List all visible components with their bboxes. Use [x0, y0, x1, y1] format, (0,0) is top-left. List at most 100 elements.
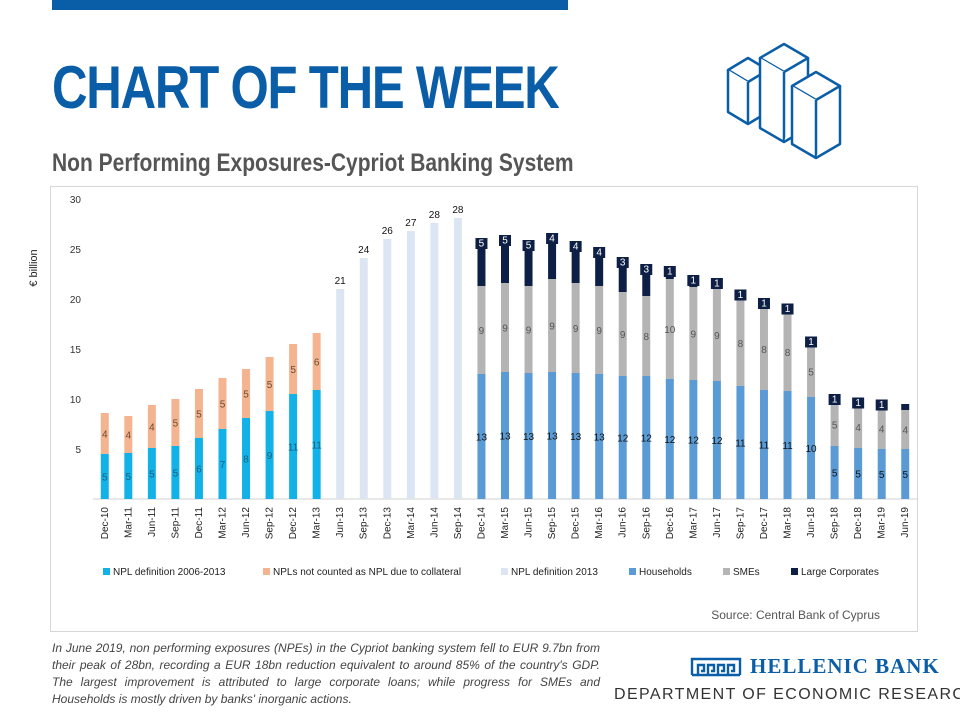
- legend-label: Households: [639, 567, 692, 578]
- data-label: 11: [759, 441, 770, 452]
- data-label: 5: [196, 410, 202, 421]
- bar-segment: [100, 413, 109, 454]
- bar-segment: [665, 279, 674, 379]
- y-tick-label: 10: [70, 395, 82, 406]
- data-label: 8: [785, 348, 791, 359]
- bar-segment: [477, 286, 486, 374]
- x-tick-label: Mar-13: [312, 507, 323, 539]
- data-label-box: [687, 275, 700, 286]
- bar-segment: [689, 287, 698, 380]
- bar-segment: [571, 373, 580, 499]
- bar-segment: [501, 372, 509, 499]
- y-tick-label: 25: [70, 245, 82, 256]
- x-tick-label: Jun-16: [618, 507, 629, 538]
- data-label: 4: [879, 425, 885, 436]
- x-tick-label: Dec-13: [382, 507, 393, 540]
- data-label: 1: [738, 290, 744, 301]
- data-label: 1: [714, 279, 720, 290]
- bar-segment: [571, 241, 580, 283]
- bar-segment: [807, 346, 816, 397]
- x-tick-label: Mar-12: [217, 507, 228, 539]
- x-tick-label: Sep-15: [547, 507, 558, 540]
- data-label-box: [546, 233, 559, 244]
- total-label: 28: [452, 205, 464, 216]
- data-label: 4: [596, 248, 602, 259]
- data-label: 11: [311, 441, 322, 452]
- data-label-box: [616, 257, 629, 268]
- bar-segment: [807, 397, 816, 499]
- data-label: 9: [549, 322, 555, 333]
- x-tick-label: Sep-18: [830, 507, 841, 540]
- bar-segment: [736, 386, 745, 499]
- bar-segment: [901, 449, 910, 499]
- bar-segment: [595, 247, 604, 286]
- data-label: 1: [879, 400, 885, 411]
- data-label: 4: [573, 242, 579, 253]
- data-label: 9: [691, 330, 697, 341]
- data-label: 4: [149, 423, 155, 434]
- bar-segment: [665, 379, 674, 499]
- bar-segment: [453, 218, 462, 499]
- data-label-box: [640, 264, 653, 275]
- x-tick-label: Jun-11: [147, 507, 158, 537]
- greek-key-icon: [690, 657, 742, 676]
- data-label: 9: [526, 326, 532, 337]
- data-label: 13: [547, 432, 559, 443]
- bar-segment: [736, 300, 745, 386]
- x-tick-label: Dec-14: [476, 507, 487, 540]
- data-label: 13: [570, 432, 582, 443]
- bar-segment: [289, 344, 298, 394]
- data-label: 5: [243, 390, 249, 401]
- x-tick-label: Mar-18: [783, 507, 794, 539]
- bar-segment: [548, 279, 557, 372]
- data-label: 1: [785, 304, 791, 315]
- legend-swatch: [791, 568, 798, 575]
- y-tick-label: 30: [70, 195, 82, 206]
- data-label: 4: [102, 430, 108, 441]
- bar-segment: [712, 381, 721, 499]
- bar-segment: [194, 389, 203, 438]
- y-axis-title: € billion: [24, 238, 44, 298]
- data-label: 1: [855, 398, 861, 409]
- bar-segment: [289, 394, 298, 499]
- x-tick-label: Sep-14: [453, 507, 464, 540]
- legend-swatch: [723, 568, 730, 575]
- data-label: 4: [855, 423, 861, 434]
- x-tick-label: Jun-14: [429, 507, 440, 538]
- data-label-box: [805, 336, 818, 348]
- x-tick-label: Jun-15: [524, 507, 535, 538]
- data-label: 12: [641, 434, 653, 445]
- bar-segment: [218, 429, 227, 499]
- x-tick-label: Dec-11: [194, 507, 205, 539]
- x-tick-label: Jun-18: [806, 507, 817, 538]
- data-label-box: [569, 241, 582, 252]
- legend-label: NPLs not counted as NPL due to collatera…: [273, 567, 461, 578]
- bar-segment: [406, 231, 415, 499]
- bar-segment: [359, 258, 368, 499]
- data-label: 5: [102, 473, 108, 484]
- data-label: 9: [714, 331, 720, 342]
- bar-segment: [194, 438, 203, 499]
- data-label: 5: [267, 380, 273, 391]
- top-accent-bar: [52, 0, 568, 10]
- data-label-box: [710, 278, 723, 289]
- data-label: 5: [879, 470, 885, 481]
- commentary-text: In June 2019, non performing exposures (…: [52, 641, 600, 706]
- cubes-icon: [726, 42, 842, 160]
- stacked-bar-chart: 5101520253054Dec-1054Mar-1154Jun-1155Sep…: [70, 195, 917, 578]
- chart-subtitle: Non Performing Exposures-Cypriot Banking…: [52, 149, 574, 177]
- data-label-box: [499, 235, 511, 246]
- bar-segment: [336, 289, 345, 499]
- data-label: 5: [173, 469, 179, 480]
- data-label-box: [875, 399, 888, 411]
- data-label: 9: [267, 451, 273, 462]
- x-tick-label: Dec-16: [665, 507, 676, 540]
- data-label: 5: [502, 236, 508, 247]
- legend-label: NPL definition 2013: [511, 567, 598, 578]
- data-label: 12: [617, 434, 629, 445]
- data-label: 5: [832, 421, 838, 432]
- x-tick-label: Dec-18: [853, 507, 864, 540]
- data-label: 3: [620, 258, 626, 269]
- data-label: 8: [738, 339, 744, 350]
- bar-segment: [147, 448, 156, 499]
